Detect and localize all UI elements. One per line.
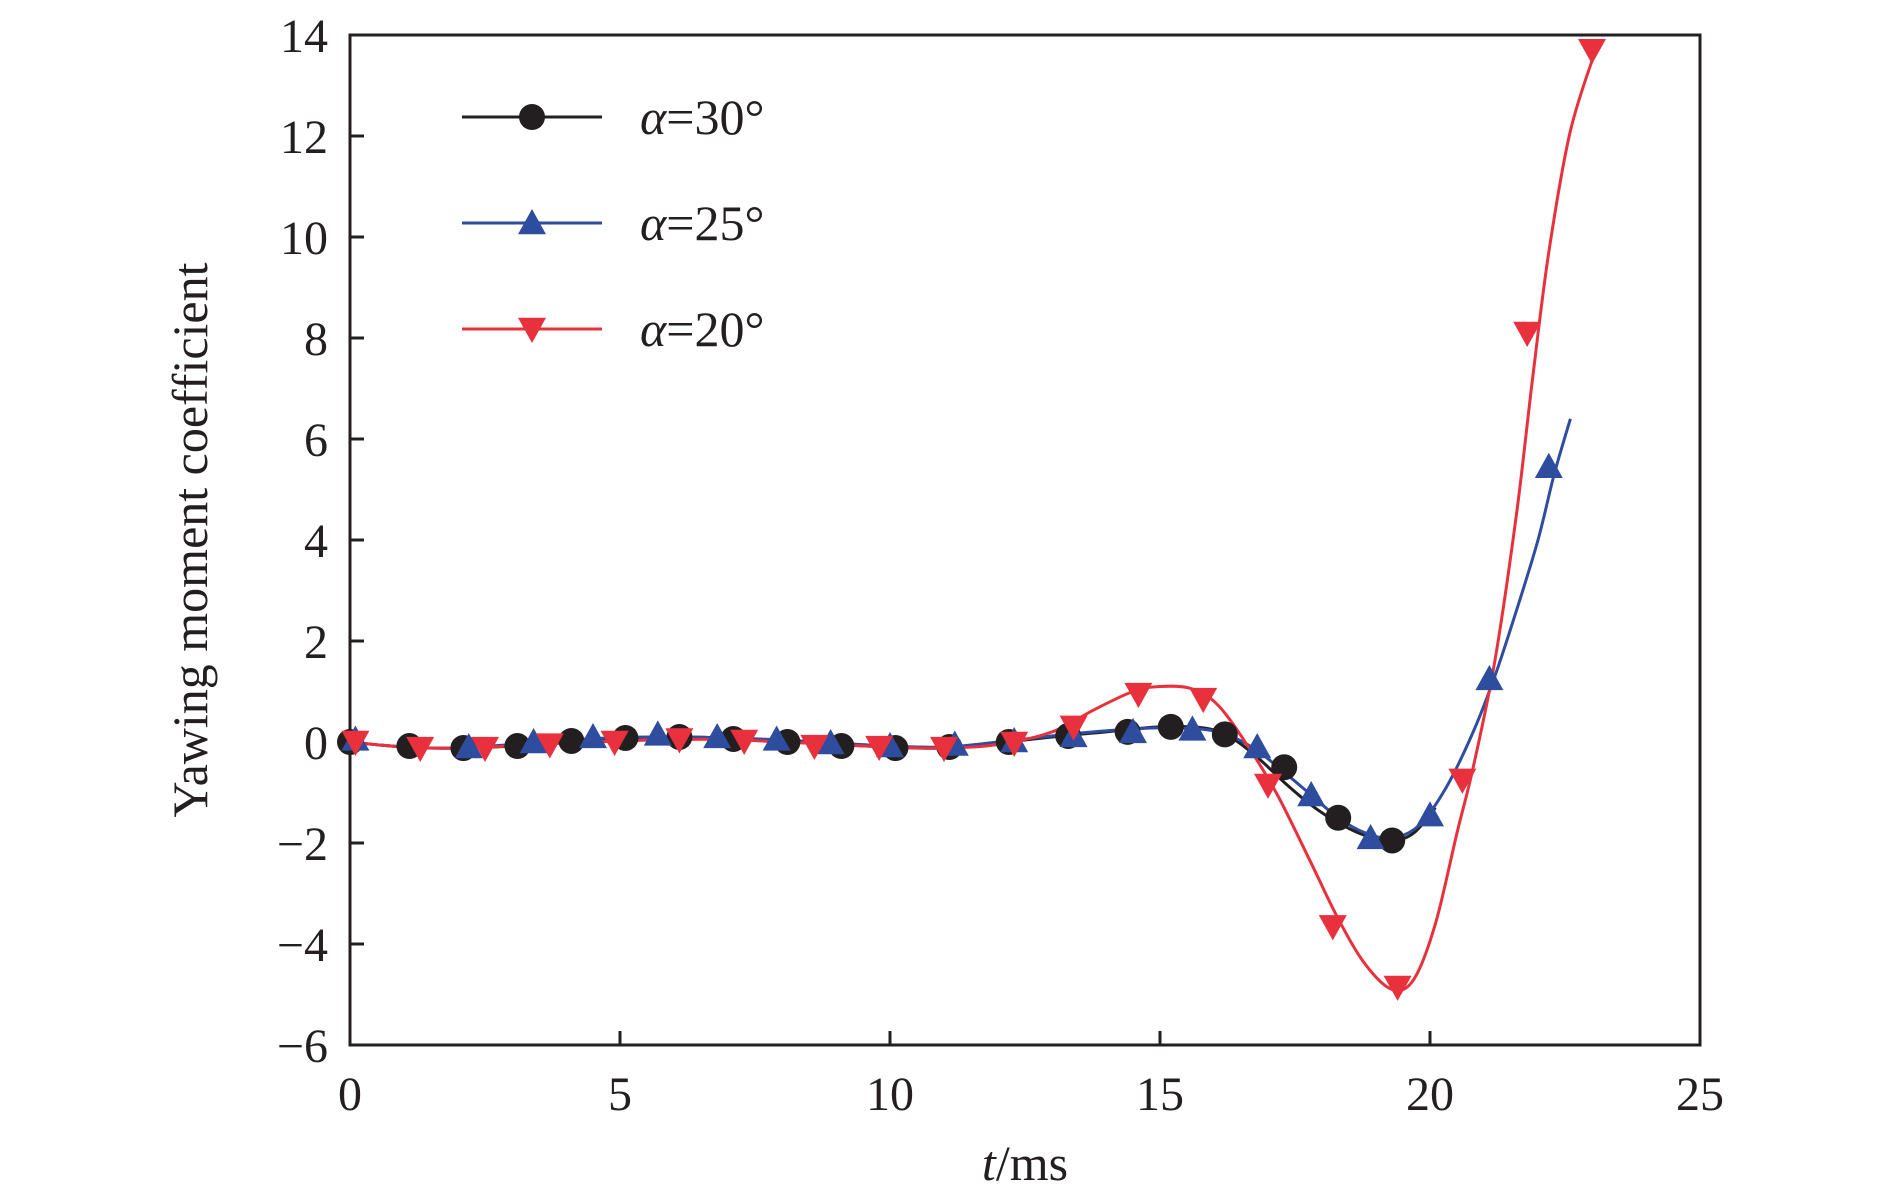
legend-30-label-value: =30° [666, 89, 764, 145]
x-tick-label: 25 [1676, 1068, 1724, 1121]
series-25-point [1119, 717, 1147, 744]
series-20-point [930, 736, 958, 763]
y-tick-label: 14 [280, 10, 328, 63]
series-25-point [519, 728, 548, 754]
y-tick-label: 12 [280, 111, 328, 164]
series-25-point [454, 733, 483, 759]
series-20-point [1059, 715, 1088, 741]
series-25-point [1243, 733, 1272, 759]
x-tick-label: 10 [866, 1068, 914, 1121]
y-tick-label: 0 [304, 717, 328, 770]
series-lines [349, 44, 1599, 993]
y-axis-title: Yawing moment coefficient [162, 262, 218, 817]
series-20-point [1189, 687, 1218, 714]
series-20-point [1318, 915, 1347, 941]
series-20-line [349, 44, 1599, 993]
series-20-point [1000, 731, 1029, 758]
y-tick-label: 8 [304, 313, 328, 366]
legend-20-label-variable: α [640, 301, 668, 357]
series-25-point [643, 720, 672, 746]
series-20-point [1383, 975, 1412, 1001]
series-25-point [1475, 664, 1504, 691]
series-20-point [341, 730, 370, 756]
series-20-point [665, 728, 694, 754]
series-20-point [406, 736, 435, 763]
series-25-point [1356, 823, 1385, 850]
legend-25-label-value: =25° [666, 195, 764, 251]
series-30-point [558, 727, 585, 754]
series-25-point [703, 722, 732, 749]
series-30-point [1211, 721, 1238, 748]
series-20-point [730, 729, 759, 755]
series-25-point [762, 725, 791, 751]
series-25-point [1178, 715, 1207, 741]
series-20-point [1578, 38, 1606, 65]
series-25-point [1416, 801, 1444, 827]
series-25-point [816, 729, 845, 755]
y-tick-label: 10 [280, 212, 328, 265]
x-tick-label: 15 [1136, 1068, 1184, 1121]
y-tick-label: −4 [277, 919, 328, 972]
series-20-point [535, 733, 564, 759]
y-axis-ticks: −6 −4 −2 0 2 4 6 8 10 12 14 [277, 10, 364, 1073]
series-30-point [1325, 804, 1352, 831]
legend-25-label: α=25° [640, 195, 764, 251]
series-25-point [1534, 452, 1563, 478]
x-axis-variable: t [982, 1135, 997, 1191]
series-20-point [471, 736, 499, 763]
x-tick-label: 5 [608, 1068, 632, 1121]
series-30-point [1379, 827, 1406, 854]
series-20-point [1513, 321, 1542, 347]
series-markers [337, 38, 1606, 1001]
legend-20-label: α=20° [640, 301, 764, 357]
series-25-line [349, 418, 1572, 840]
series-25-point [1297, 781, 1326, 807]
x-tick-label: 0 [338, 1068, 362, 1121]
series-20-point [865, 735, 894, 762]
legend-30-marker [519, 104, 545, 130]
x-axis-ticks: 0 5 10 15 20 25 [338, 1031, 1724, 1121]
y-tick-label: 2 [304, 616, 328, 669]
legend-25-marker [518, 209, 546, 235]
y-tick-label: 4 [304, 515, 328, 568]
series-25-point [579, 722, 607, 749]
y-tick-label: −6 [277, 1020, 328, 1073]
legend-20-marker [518, 317, 546, 343]
series-20-point [1448, 768, 1477, 794]
series-30-point [1157, 713, 1184, 740]
series-20-point [1124, 682, 1153, 709]
y-tick-label: −2 [277, 818, 328, 871]
legend: α=30°α=25°α=20° [462, 89, 764, 357]
x-axis-title: t/ms [982, 1135, 1068, 1191]
series-20-point [1254, 773, 1282, 799]
series-20-point [600, 730, 629, 756]
x-axis-unit: /ms [996, 1135, 1068, 1191]
x-tick-label: 20 [1406, 1068, 1454, 1121]
y-tick-label: 6 [304, 414, 328, 467]
legend-25-label-variable: α [640, 195, 668, 251]
plot-area-border [348, 33, 1702, 1047]
plot-frame [348, 33, 1702, 1047]
legend-30-label: α=30° [640, 89, 764, 145]
legend-20-label-value: =20° [666, 301, 764, 357]
legend-30-label-variable: α [640, 89, 668, 145]
series-20-point [800, 734, 829, 761]
